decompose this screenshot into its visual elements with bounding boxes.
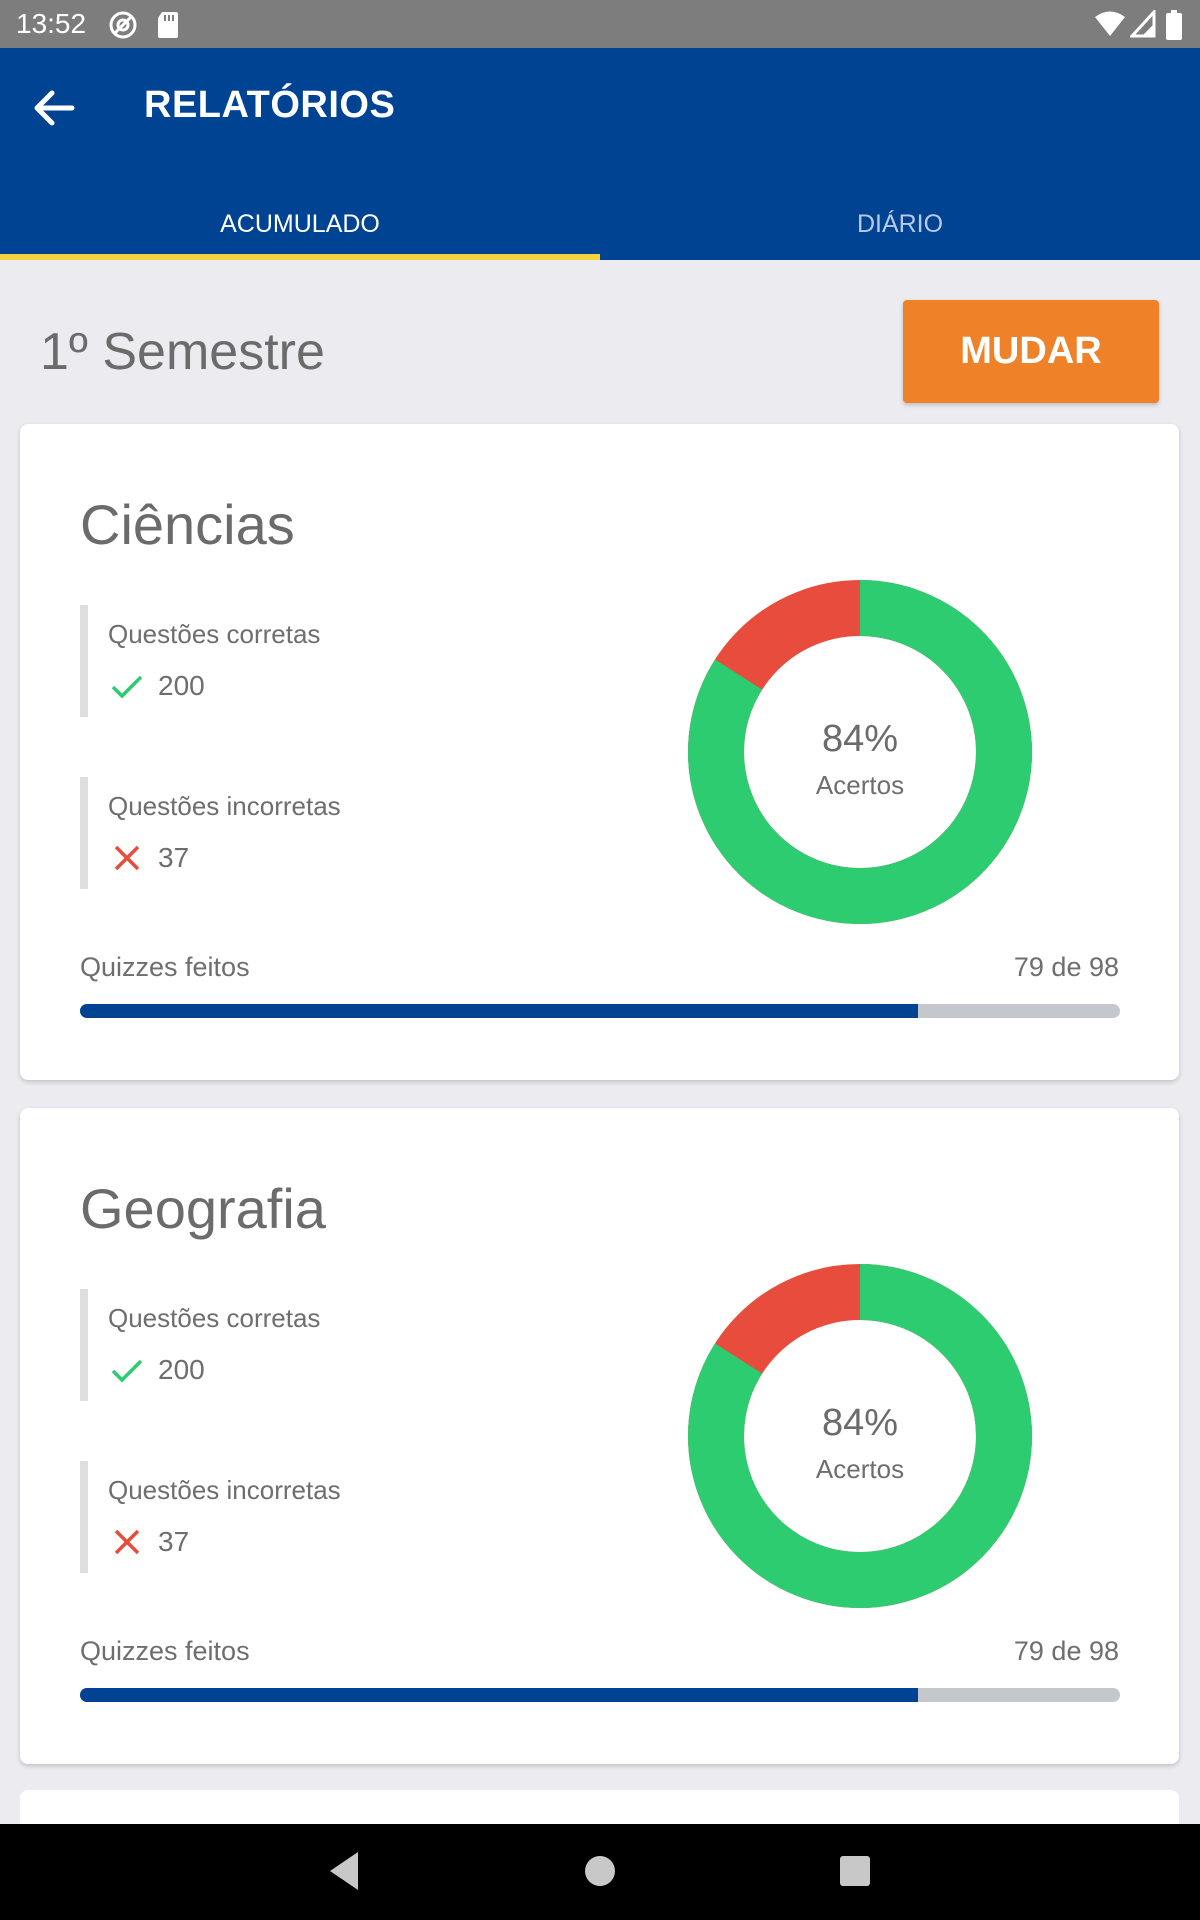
recents-square-icon[interactable]	[832, 1846, 878, 1896]
quizzes-count: 79 de 98	[1013, 1636, 1119, 1666]
page-title: RELATÓRIOS	[144, 84, 396, 126]
stat-divider	[80, 1289, 88, 1401]
incorrect-value: 37	[158, 842, 190, 873]
semester-label: 1º Semestre	[40, 323, 325, 381]
stat-divider	[80, 1461, 88, 1573]
arrow-back-icon[interactable]	[26, 80, 82, 136]
donut-correct-arc	[688, 580, 1032, 924]
system-nav-bar	[0, 1824, 1200, 1920]
incorrect-label: Questões incorretas	[108, 791, 341, 821]
correct-label: Questões corretas	[108, 619, 321, 649]
change-semester-button[interactable]: MUDAR	[903, 300, 1159, 403]
accuracy-donut	[688, 1264, 1032, 1608]
quizzes-progress-bar	[80, 1688, 1120, 1702]
correct-stat: Questões corretas 200	[80, 605, 500, 717]
quizzes-label: Quizzes feitos	[80, 952, 250, 982]
correct-value: 200	[158, 670, 205, 701]
tab-acumulado[interactable]: ACUMULADO	[220, 210, 380, 238]
quizzes-count: 79 de 98	[1013, 952, 1119, 982]
close-icon	[114, 1529, 140, 1555]
incorrect-value: 37	[158, 1526, 190, 1557]
stat-divider	[80, 777, 88, 889]
stat-divider	[80, 605, 88, 717]
signal-icon	[1130, 10, 1156, 38]
battery-icon	[1166, 10, 1182, 40]
subject-card-geografia: Geografia Questões corretas 200 Questões…	[20, 1108, 1179, 1764]
donut-caption: Acertos	[815, 770, 905, 800]
wifi-icon	[1095, 11, 1125, 36]
incorrect-stat: Questões incorretas 37	[80, 777, 500, 889]
home-circle-icon[interactable]	[576, 1846, 624, 1896]
subject-title: Ciências	[80, 493, 295, 556]
donut-correct-arc	[688, 1264, 1032, 1608]
sd-card-icon	[158, 12, 178, 38]
donut-percent: 84%	[821, 718, 899, 760]
tab-diario[interactable]: DIÁRIO	[856, 210, 944, 238]
back-triangle-icon[interactable]	[322, 1846, 368, 1896]
check-icon	[111, 1359, 143, 1383]
close-icon	[114, 845, 140, 871]
correct-value: 200	[158, 1354, 205, 1385]
app-bar: RELATÓRIOS ACUMULADO DIÁRIO	[0, 48, 1200, 260]
subject-title: Geografia	[80, 1177, 326, 1240]
at-sign-icon	[109, 11, 137, 39]
incorrect-label: Questões incorretas	[108, 1475, 341, 1505]
quizzes-progress-bar	[80, 1004, 1120, 1018]
donut-percent: 84%	[821, 1402, 899, 1444]
accuracy-donut	[688, 580, 1032, 924]
quizzes-progress-fill	[80, 1004, 919, 1018]
tab-indicator	[0, 254, 600, 260]
status-bar: 13:52	[0, 0, 1200, 48]
status-time: 13:52	[16, 8, 87, 39]
donut-caption: Acertos	[815, 1454, 905, 1484]
quizzes-progress-fill	[80, 1688, 919, 1702]
correct-label: Questões corretas	[108, 1303, 321, 1333]
incorrect-stat: Questões incorretas 37	[80, 1461, 500, 1573]
correct-stat: Questões corretas 200	[80, 1289, 500, 1401]
check-icon	[111, 675, 143, 699]
subject-card-ciencias: Ciências Questões corretas 200 Questões …	[20, 424, 1179, 1080]
quizzes-label: Quizzes feitos	[80, 1636, 250, 1666]
